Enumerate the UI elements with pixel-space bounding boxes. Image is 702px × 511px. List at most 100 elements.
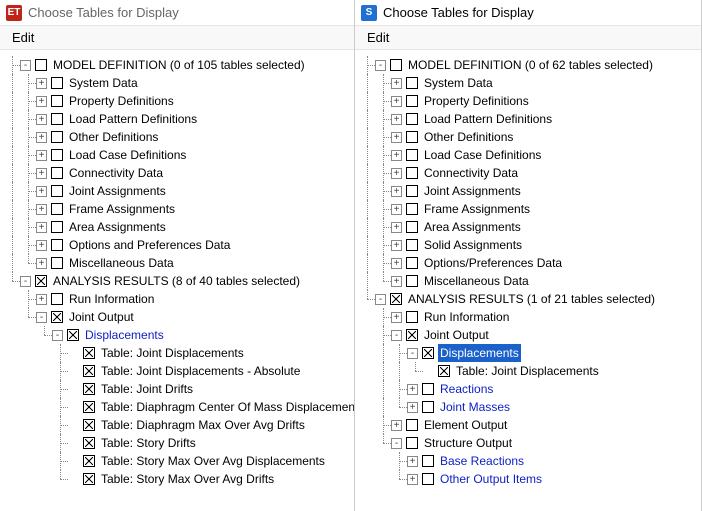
checkbox[interactable] — [406, 185, 418, 197]
expand-icon[interactable]: + — [391, 78, 402, 89]
tree-node[interactable]: Table: Joint Drifts — [4, 380, 350, 398]
tree-label[interactable]: Run Information — [422, 308, 511, 326]
tree-node[interactable]: +Options/Preferences Data — [359, 254, 697, 272]
checkbox[interactable] — [422, 401, 434, 413]
tree-label[interactable]: Load Case Definitions — [422, 146, 543, 164]
tree-node[interactable]: + Miscellaneous Data — [4, 254, 350, 272]
tree-node[interactable]: -Displacements — [4, 326, 350, 344]
tree-node[interactable]: + Load Case Definitions — [359, 146, 697, 164]
tree-label[interactable]: ANALYSIS RESULTS (8 of 40 tables selecte… — [51, 272, 302, 290]
checkbox[interactable] — [83, 419, 95, 431]
tree-label[interactable]: MODEL DEFINITION (0 of 105 tables select… — [51, 56, 307, 74]
tree-node[interactable]: +Options and Preferences Data — [4, 236, 350, 254]
tree-label[interactable]: Joint Masses — [438, 398, 512, 416]
expand-icon[interactable]: + — [391, 186, 402, 197]
tree-node[interactable]: +Run Information — [4, 290, 350, 308]
checkbox[interactable] — [390, 59, 402, 71]
tree-right[interactable]: - MODEL DEFINITION (0 of 62 tables select… — [355, 50, 701, 511]
tree-label[interactable]: Miscellaneous Data — [422, 272, 531, 290]
tree-node[interactable]: +Joint Assignments — [359, 182, 697, 200]
tree-label[interactable]: ANALYSIS RESULTS (1 of 21 tables selecte… — [406, 290, 657, 308]
tree-node[interactable]: Table: Joint Displacements - Absolute — [4, 362, 350, 380]
checkbox[interactable] — [51, 149, 63, 161]
tree-node[interactable]: Table: Story Max Over Avg Drifts — [4, 470, 350, 488]
checkbox[interactable] — [406, 311, 418, 323]
checkbox[interactable] — [406, 113, 418, 125]
checkbox[interactable] — [406, 257, 418, 269]
tree-node[interactable]: + Load Case Definitions — [4, 146, 350, 164]
tree-label[interactable]: Run Information — [67, 290, 156, 308]
tree-node[interactable]: +Frame Assignments — [359, 200, 697, 218]
checkbox[interactable] — [406, 149, 418, 161]
expand-icon[interactable]: + — [36, 132, 47, 143]
tree-node[interactable]: Table: Joint Displacements — [4, 344, 350, 362]
tree-label[interactable]: Joint Assignments — [67, 182, 168, 200]
tree-label[interactable]: Table: Story Drifts — [99, 434, 198, 452]
tree-node[interactable]: Table: Diaphragm Max Over Avg Drifts — [4, 416, 350, 434]
checkbox[interactable] — [51, 203, 63, 215]
checkbox[interactable] — [83, 347, 95, 359]
tree-label[interactable]: Options and Preferences Data — [67, 236, 232, 254]
expand-icon[interactable]: + — [391, 114, 402, 125]
tree-node[interactable]: +Connectivity Data — [4, 164, 350, 182]
expand-icon[interactable]: + — [407, 456, 418, 467]
checkbox[interactable] — [83, 383, 95, 395]
tree-label[interactable]: Reactions — [438, 380, 495, 398]
checkbox[interactable] — [51, 311, 63, 323]
expand-icon[interactable]: + — [36, 204, 47, 215]
tree-label[interactable]: Load Pattern Definitions — [422, 110, 554, 128]
checkbox[interactable] — [406, 203, 418, 215]
tree-label[interactable]: Property Definitions — [422, 92, 531, 110]
tree-label[interactable]: Table: Joint Displacements — [454, 362, 601, 380]
tree-label[interactable]: Joint Output — [67, 308, 136, 326]
tree-label[interactable]: MODEL DEFINITION (0 of 62 tables selecte… — [406, 56, 655, 74]
checkbox[interactable] — [83, 455, 95, 467]
expand-icon[interactable]: + — [36, 168, 47, 179]
tree-label[interactable]: Table: Diaphragm Center Of Mass Displace… — [99, 398, 354, 416]
tree-node[interactable]: +Element Output — [359, 416, 697, 434]
tree-node[interactable]: +Area Assignments — [4, 218, 350, 236]
tree-label[interactable]: Table: Story Max Over Avg Drifts — [99, 470, 276, 488]
tree-label[interactable]: System Data — [422, 74, 495, 92]
collapse-icon[interactable]: - — [36, 312, 47, 323]
collapse-icon[interactable]: - — [20, 60, 31, 71]
expand-icon[interactable]: + — [407, 402, 418, 413]
checkbox[interactable] — [406, 131, 418, 143]
expand-icon[interactable]: + — [36, 258, 47, 269]
tree-node[interactable]: Table: Story Drifts — [4, 434, 350, 452]
tree-node[interactable]: + Reactions — [359, 380, 697, 398]
tree-label[interactable]: Load Case Definitions — [67, 146, 188, 164]
checkbox[interactable] — [406, 77, 418, 89]
checkbox[interactable] — [406, 95, 418, 107]
tree-node[interactable]: -Structure Output — [359, 434, 697, 452]
tree-node[interactable]: -ANALYSIS RESULTS (8 of 40 tables select… — [4, 272, 350, 290]
expand-icon[interactable]: + — [407, 384, 418, 395]
expand-icon[interactable]: + — [391, 312, 402, 323]
checkbox[interactable] — [406, 437, 418, 449]
checkbox[interactable] — [422, 347, 434, 359]
collapse-icon[interactable]: - — [375, 60, 386, 71]
expand-icon[interactable]: + — [391, 132, 402, 143]
expand-icon[interactable]: + — [36, 222, 47, 233]
checkbox[interactable] — [438, 365, 450, 377]
checkbox[interactable] — [51, 167, 63, 179]
checkbox[interactable] — [51, 77, 63, 89]
expand-icon[interactable]: + — [36, 150, 47, 161]
checkbox[interactable] — [83, 437, 95, 449]
tree-node[interactable]: - MODEL DEFINITION (0 of 105 tables selec… — [4, 56, 350, 74]
tree-label[interactable]: Miscellaneous Data — [67, 254, 176, 272]
tree-node[interactable]: +Base Reactions — [359, 452, 697, 470]
menu-edit[interactable]: Edit — [8, 28, 38, 47]
tree-node[interactable]: + Load Pattern Definitions — [359, 110, 697, 128]
tree-node[interactable]: Table: Diaphragm Center Of Mass Displace… — [4, 398, 350, 416]
expand-icon[interactable]: + — [391, 150, 402, 161]
tree-label[interactable]: Table: Joint Displacements - Absolute — [99, 362, 302, 380]
tree-node[interactable]: - ANALYSIS RESULTS (1 of 21 tables select… — [359, 290, 697, 308]
tree-label[interactable]: Displacements — [83, 326, 166, 344]
checkbox[interactable] — [51, 257, 63, 269]
collapse-icon[interactable]: - — [391, 438, 402, 449]
collapse-icon[interactable]: - — [375, 294, 386, 305]
tree-node[interactable]: +Solid Assignments — [359, 236, 697, 254]
tree-label[interactable]: Property Definitions — [67, 92, 176, 110]
checkbox[interactable] — [406, 419, 418, 431]
